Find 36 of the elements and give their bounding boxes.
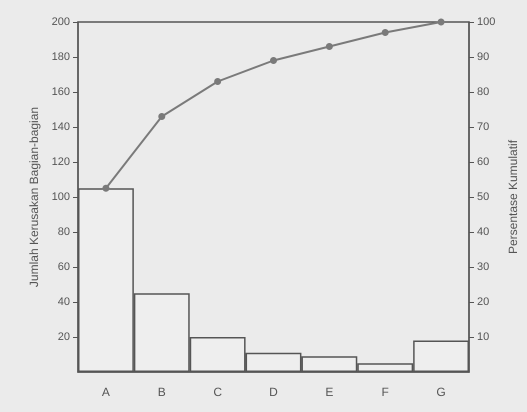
y2-tick-label: 100 bbox=[477, 16, 496, 28]
x-tick-label: E bbox=[325, 385, 334, 399]
y2-tick-label: 40 bbox=[477, 226, 490, 238]
y-tick-label: 40 bbox=[58, 296, 70, 308]
point bbox=[214, 78, 222, 85]
y2-tick-label: 90 bbox=[477, 51, 490, 63]
y2-tick-label: 30 bbox=[477, 261, 490, 273]
y2-tick-label: 20 bbox=[477, 296, 490, 308]
y-tick-label: 140 bbox=[52, 121, 70, 133]
x-tick-label: G bbox=[436, 385, 446, 399]
x-tick-label: A bbox=[102, 385, 110, 399]
y2-axis-title: Persentase Kumulatif bbox=[506, 139, 520, 254]
y2-tick-label: 70 bbox=[477, 121, 490, 133]
y2-tick-label: 60 bbox=[477, 156, 490, 168]
y-tick-label: 120 bbox=[52, 156, 70, 168]
y-tick-label: 180 bbox=[52, 51, 70, 63]
y-tick-label: 80 bbox=[58, 226, 70, 238]
x-tick-label: C bbox=[213, 385, 222, 399]
point bbox=[158, 113, 166, 120]
point bbox=[326, 43, 333, 50]
x-tick-label: D bbox=[269, 385, 278, 399]
point bbox=[382, 29, 389, 36]
x-tick-label: B bbox=[158, 385, 166, 399]
y-tick-label: 100 bbox=[52, 191, 70, 203]
point bbox=[102, 184, 110, 192]
x-tick-label: F bbox=[382, 385, 389, 399]
y2-tick-label: 50 bbox=[477, 191, 490, 203]
point bbox=[270, 57, 277, 64]
y-tick-label: 60 bbox=[58, 261, 70, 273]
y2-tick-label: 80 bbox=[477, 86, 490, 98]
y2-tick-label: 10 bbox=[477, 331, 490, 343]
y-tick-label: 20 bbox=[58, 331, 70, 343]
point bbox=[438, 18, 445, 26]
y-tick-label: 160 bbox=[52, 86, 70, 98]
y-tick-label: 200 bbox=[52, 16, 70, 28]
y-axis-title: Jumlah Kerusakan Bagian-bagian bbox=[27, 106, 41, 288]
